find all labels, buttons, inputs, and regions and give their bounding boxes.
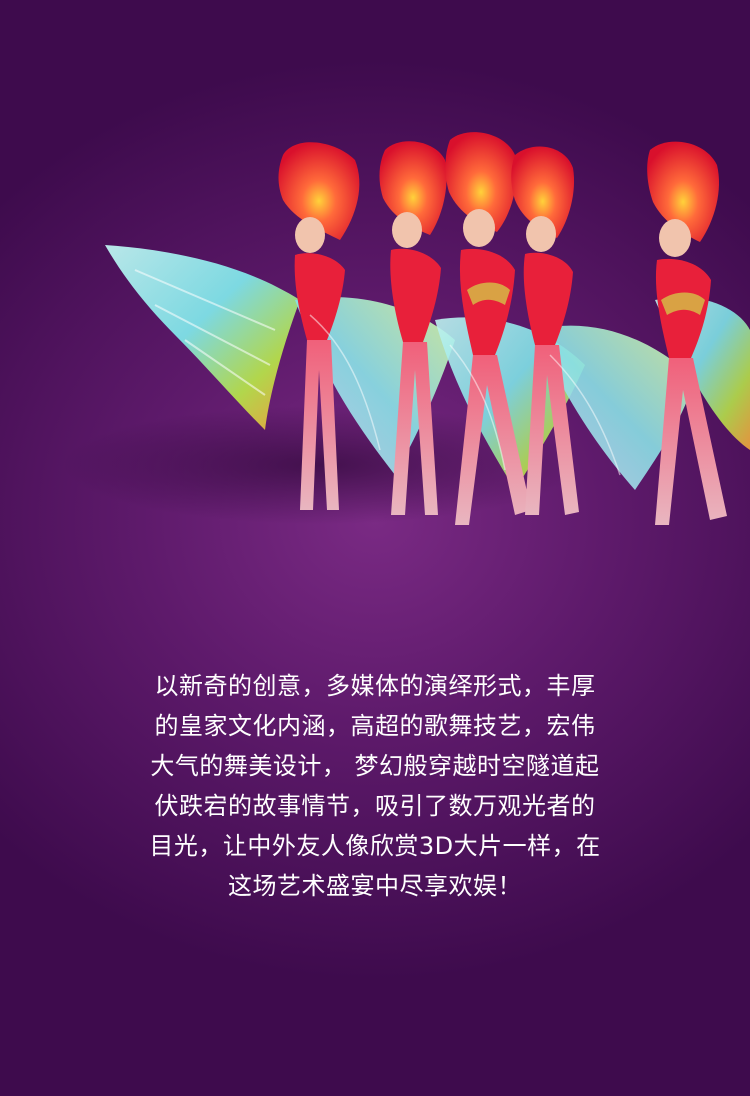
dancers-photo bbox=[95, 130, 750, 550]
description-line-3: 大气的舞美设计， 梦幻般穿越时空隧道起 bbox=[150, 752, 600, 780]
description-line-5: 目光，让中外友人像欣赏3D大片一样，在 bbox=[149, 832, 601, 860]
dancers-illustration bbox=[105, 132, 750, 525]
description-line-4: 伏跌宕的故事情节，吸引了数万观光者的 bbox=[154, 792, 596, 820]
dancer-3 bbox=[445, 132, 531, 525]
description-text: 以新奇的创意，多媒体的演绎形式，丰厚 的皇家文化内涵，高超的歌舞技艺，宏伟 大气… bbox=[100, 666, 650, 906]
dancer-4 bbox=[511, 146, 579, 515]
description-line-6: 这场艺术盛宴中尽享欢娱！ bbox=[228, 872, 522, 900]
dancer-5 bbox=[647, 141, 727, 525]
dancer-1 bbox=[278, 142, 360, 510]
description-line-1: 以新奇的创意，多媒体的演绎形式，丰厚 bbox=[154, 672, 596, 700]
dancer-2 bbox=[379, 141, 447, 515]
description-line-2: 的皇家文化内涵，高超的歌舞技艺，宏伟 bbox=[154, 712, 596, 740]
